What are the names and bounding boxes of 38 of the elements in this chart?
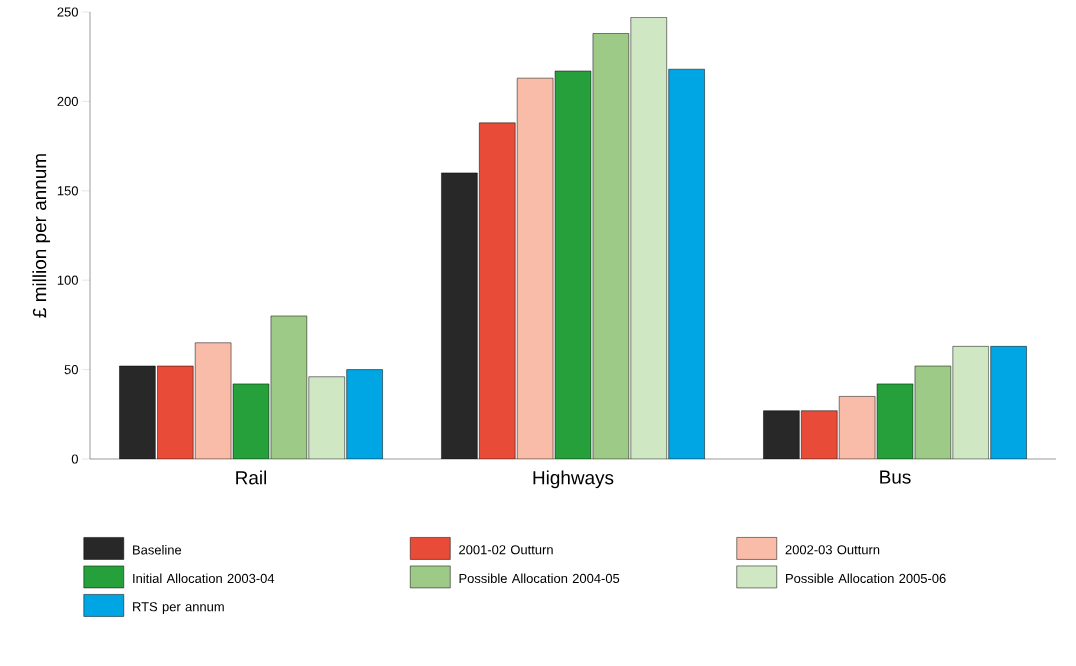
legend-label: 2001-02 Outturn [459,545,553,555]
bar [592,33,629,459]
bar [441,172,478,459]
bar [479,122,516,459]
legend-label: Baseline [133,544,182,555]
y-tick-label: 200 [57,96,78,106]
y-axis-title: £ million per annum [32,154,51,318]
bar [195,342,232,459]
bar [346,369,383,459]
y-tick-label: 150 [57,186,78,196]
bar [952,346,989,459]
x-tick-label: Rail [236,470,267,485]
legend-label: RTS per annum [133,602,224,614]
x-tick-label: Highways [533,470,614,489]
y-tick-label: 50 [64,365,78,375]
bar [270,315,307,459]
bar [308,376,345,459]
bar [990,346,1027,459]
bar [517,78,554,459]
y-tick-label: 100 [57,275,78,285]
bar [914,365,952,459]
bar [233,383,269,459]
bar [630,17,667,459]
bar [119,366,156,459]
y-tick-label: 250 [57,7,78,17]
x-tick-label: Bus [880,470,911,484]
bar [763,410,800,459]
legend-label: Possible Allocation 2004-05 [459,573,620,583]
legend-label: 2002-03 Outturn [785,545,880,555]
bar [876,383,914,459]
legend-label: Possible Allocation 2005-06 [786,573,946,583]
legend-label: Initial Allocation 2003-04 [133,573,275,583]
bar [801,410,838,459]
bar [157,366,194,459]
bar [668,69,705,459]
bar [555,71,591,459]
y-tick-label: 0 [71,454,78,464]
bar [838,396,876,459]
